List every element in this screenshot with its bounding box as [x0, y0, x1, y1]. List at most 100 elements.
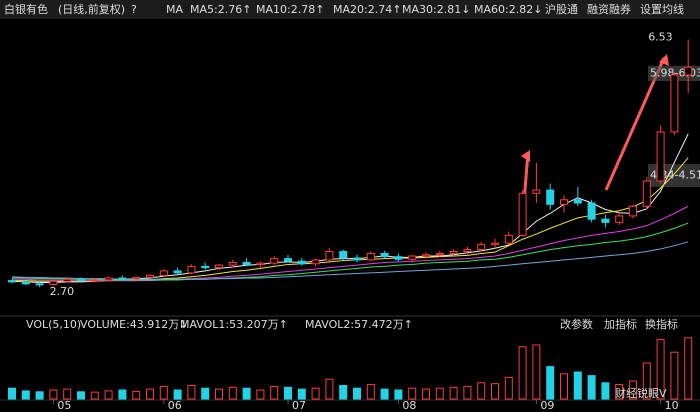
candle-body: [656, 131, 665, 182]
volume-bar: [242, 387, 251, 400]
candle-body: [629, 205, 637, 217]
volume-bar: [587, 375, 596, 400]
volume-bar: [35, 391, 44, 400]
candle-body: [215, 264, 223, 269]
candle-body: [242, 262, 251, 265]
volume-bar: [311, 387, 320, 400]
legend-entry: MA60:2.82↓: [474, 3, 542, 16]
ma-line: [12, 222, 689, 281]
x-tick-label: 06: [168, 399, 182, 412]
toolbar: [0, 0, 700, 19]
volume-button[interactable]: 换指标: [645, 317, 678, 331]
legend-entry: MA5:2.76↑: [190, 3, 251, 16]
volume-bar: [422, 388, 430, 400]
volume-bar: [146, 388, 154, 400]
candle-body: [587, 202, 596, 220]
volume-bar: [132, 390, 141, 400]
candle-body: [435, 252, 444, 256]
legend-entry: MA30:2.81↓: [402, 3, 470, 16]
volume-bar: [477, 382, 486, 400]
volume-bar: [642, 362, 651, 400]
toolbar-button[interactable]: 设置均线: [640, 2, 684, 16]
volume-bar: [380, 388, 389, 400]
volume-bar: [532, 344, 541, 400]
candle-body: [546, 189, 555, 205]
toolbar-button[interactable]: 融资融券: [587, 2, 631, 16]
ma-line: [12, 157, 689, 282]
volume-bar: [601, 382, 610, 400]
candle-body: [491, 242, 499, 245]
volume-button[interactable]: 加指标: [604, 317, 637, 331]
volume-bar: [215, 388, 223, 400]
candle-body: [573, 199, 582, 204]
volume-bar: [463, 385, 472, 400]
candle-body: [422, 254, 430, 257]
volume-bar: [560, 373, 568, 400]
arrow-head: [659, 54, 669, 66]
volume-bar: [173, 389, 182, 400]
volume-button[interactable]: 改参数: [560, 317, 593, 331]
candle-body: [118, 277, 127, 280]
candle-body: [201, 265, 210, 269]
high-label: 6.53: [648, 30, 673, 43]
x-tick-label: 09: [540, 399, 554, 412]
volume-bar: [201, 387, 210, 400]
candle-body: [21, 281, 30, 285]
candle-body: [132, 276, 141, 280]
volume-bar: [353, 387, 361, 400]
volume-bar: [491, 383, 499, 400]
x-tick-label: 10: [665, 399, 679, 412]
volume-bar: [573, 371, 582, 400]
x-tick-label: 05: [57, 399, 71, 412]
volume-bar: [8, 387, 16, 400]
candle-body: [284, 258, 292, 262]
candle-body: [394, 256, 403, 260]
volume-bar: [228, 386, 237, 400]
volume-bar: [325, 378, 334, 400]
x-tick-label: 07: [292, 399, 306, 412]
candle-body: [532, 189, 541, 194]
volume-bar: [670, 351, 679, 400]
legend-entry: MA20:2.74↑: [333, 3, 401, 16]
candle-body: [90, 279, 99, 282]
candle-body: [228, 262, 237, 266]
watermark: 财经锐眼V: [615, 386, 667, 400]
volume-bar: [159, 385, 168, 400]
candle-body: [77, 278, 85, 282]
volume-bar: [629, 380, 637, 400]
toolbar-button[interactable]: 沪股通: [545, 2, 578, 16]
candle-body: [366, 252, 375, 261]
volume-bar: [546, 366, 555, 400]
volume-bar: [684, 337, 693, 400]
volume-bar: [449, 386, 458, 400]
candle-body: [615, 215, 624, 223]
legend-entry: MA10:2.78↑: [256, 3, 324, 16]
candle-body: [477, 243, 486, 251]
candle-body: [408, 255, 417, 260]
candle-body: [601, 218, 610, 223]
volume-bar: [284, 386, 292, 400]
volume-legend: MAVOL2:57.472万↑: [305, 318, 413, 331]
volume-bar: [187, 385, 196, 400]
volume-bar: [21, 390, 30, 400]
candle-body: [353, 257, 361, 261]
volume-bar: [394, 389, 403, 400]
volume-bar: [77, 391, 85, 400]
candle-body: [504, 234, 513, 244]
volume-legend: MAVOL1:53.207万↑: [180, 318, 288, 331]
candle-body: [256, 262, 265, 265]
volume-bar: [656, 339, 665, 400]
volume-bar: [256, 389, 265, 400]
volume-bar: [504, 376, 513, 400]
candle-body: [63, 278, 72, 282]
candle-body: [35, 283, 44, 286]
ma-label: MA: [166, 3, 183, 16]
volume-bar: [408, 387, 417, 400]
candle-body: [297, 260, 306, 265]
volume-bar: [366, 384, 375, 400]
candle-body: [449, 251, 458, 254]
candle-body: [642, 180, 651, 207]
candle-body: [270, 258, 279, 264]
volume-legend: VOLUME:43.912万↓: [80, 318, 188, 331]
x-tick-label: 08: [402, 399, 416, 412]
